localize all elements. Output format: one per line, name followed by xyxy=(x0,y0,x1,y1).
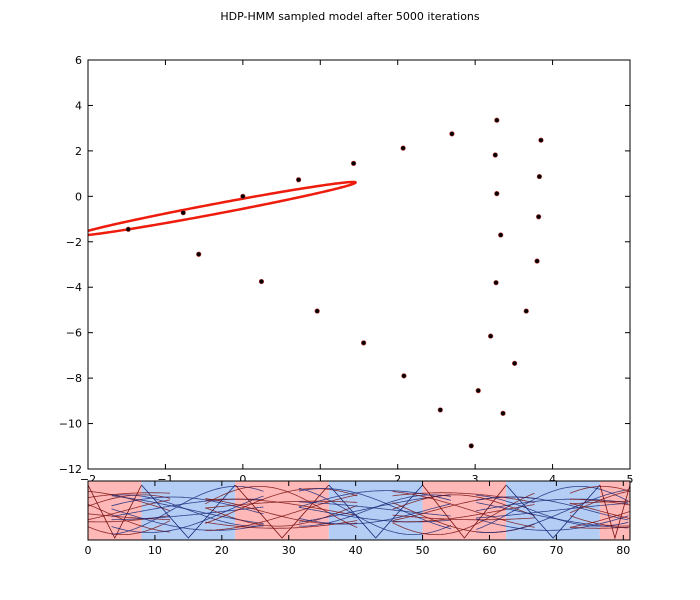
y-tick-label: 2 xyxy=(75,145,82,158)
data-point xyxy=(476,388,481,393)
data-point xyxy=(296,177,301,182)
y-tick-label: 4 xyxy=(75,99,82,112)
strip-x-tick-label: 30 xyxy=(282,544,296,557)
data-point xyxy=(401,146,406,151)
data-point xyxy=(351,161,356,166)
data-point xyxy=(493,153,498,158)
strip-x-tick-label: 10 xyxy=(148,544,162,557)
scatter-plot: −2 −1 0 1 2 3 4 5−12−10−8−6−4−20246 xyxy=(59,54,634,486)
strip-x-tick-label: 80 xyxy=(616,544,630,557)
y-tick-label: −10 xyxy=(59,418,82,431)
data-point xyxy=(512,361,517,366)
data-point xyxy=(498,233,503,238)
state-segment xyxy=(142,481,236,540)
strip-x-tick-label: 70 xyxy=(549,544,563,557)
data-point xyxy=(126,227,131,232)
state-sequence-plot: 0 10 20 30 40 50 60 70 80 xyxy=(58,481,660,557)
data-point xyxy=(495,118,500,123)
y-tick-label: −2 xyxy=(66,236,82,249)
data-point xyxy=(536,214,541,219)
y-tick-label: −8 xyxy=(66,372,82,385)
strip-x-tick-label: 40 xyxy=(349,544,363,557)
data-point xyxy=(488,334,493,339)
data-point xyxy=(469,444,474,449)
data-point xyxy=(438,408,443,413)
data-point xyxy=(539,138,544,143)
figure-title: HDP-HMM sampled model after 5000 iterati… xyxy=(220,10,480,23)
y-tick-label: −6 xyxy=(66,327,82,340)
y-tick-label: −12 xyxy=(59,463,82,476)
strip-x-tick-label: 50 xyxy=(416,544,430,557)
data-point xyxy=(181,210,186,215)
strip-x-tick-label: 0 xyxy=(85,544,92,557)
data-point xyxy=(259,279,264,284)
data-point xyxy=(315,309,320,314)
y-tick-label: −4 xyxy=(66,281,82,294)
data-point xyxy=(196,252,201,257)
data-point xyxy=(402,374,407,379)
y-tick-label: 6 xyxy=(75,54,82,67)
data-point xyxy=(450,132,455,137)
data-point xyxy=(241,194,246,199)
data-point xyxy=(501,411,506,416)
plot-area xyxy=(88,60,630,469)
data-point xyxy=(361,341,366,346)
y-tick-label: 0 xyxy=(75,190,82,203)
data-point xyxy=(535,259,540,264)
strip-x-tick-label: 60 xyxy=(482,544,496,557)
data-point xyxy=(494,280,499,285)
strip-x-tick-label: 20 xyxy=(215,544,229,557)
data-point xyxy=(537,174,542,179)
data-point xyxy=(524,309,529,314)
data-point xyxy=(495,191,500,196)
